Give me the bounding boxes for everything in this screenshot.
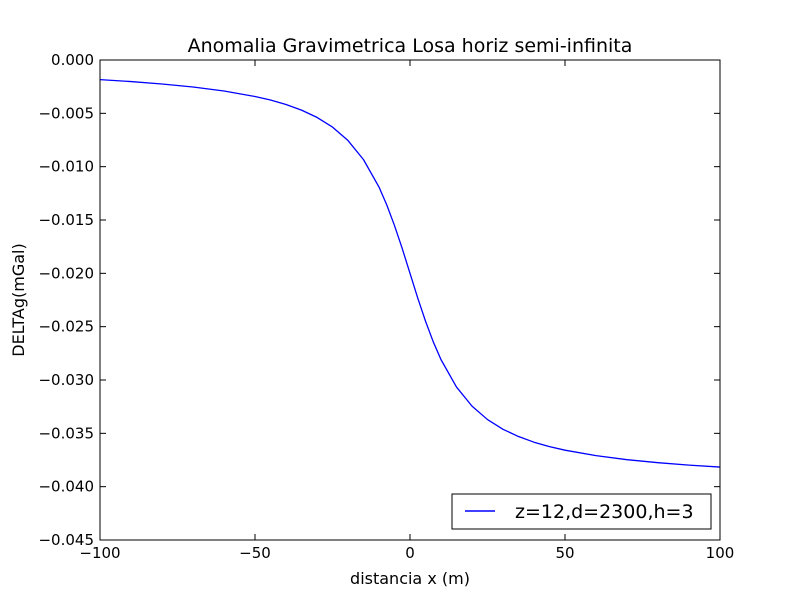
chart-title: Anomalia Gravimetrica Losa horiz semi-in…: [188, 35, 633, 57]
y-tick-label: −0.045: [38, 531, 94, 549]
x-tick-label: −100: [79, 544, 120, 562]
y-tick-label: −0.025: [38, 318, 94, 336]
legend: z=12,d=2300,h=3: [451, 493, 712, 530]
y-tick-label: −0.015: [38, 211, 94, 229]
x-tick-label: 100: [706, 544, 735, 562]
x-axis-label: distancia x (m): [350, 569, 470, 588]
series-line: [99, 78, 721, 468]
y-tick-label: −0.020: [38, 264, 94, 282]
y-tick-label: −0.040: [38, 478, 94, 496]
y-tick-label: −0.030: [38, 371, 94, 389]
legend-label: z=12,d=2300,h=3: [515, 501, 694, 523]
y-tick-label: −0.010: [38, 158, 94, 176]
x-tick-label: 0: [405, 544, 415, 562]
y-tick-label: 0.000: [51, 51, 94, 69]
plot-area: [100, 60, 720, 540]
y-tick-label: −0.005: [38, 104, 94, 122]
x-tick-label: 50: [555, 544, 574, 562]
x-tick-label: −50: [239, 544, 271, 562]
y-tick-label: −0.035: [38, 424, 94, 442]
plot-frame: [99, 59, 721, 541]
y-axis-label: DELTAg(mGal): [9, 243, 28, 357]
legend-box: [451, 493, 712, 530]
